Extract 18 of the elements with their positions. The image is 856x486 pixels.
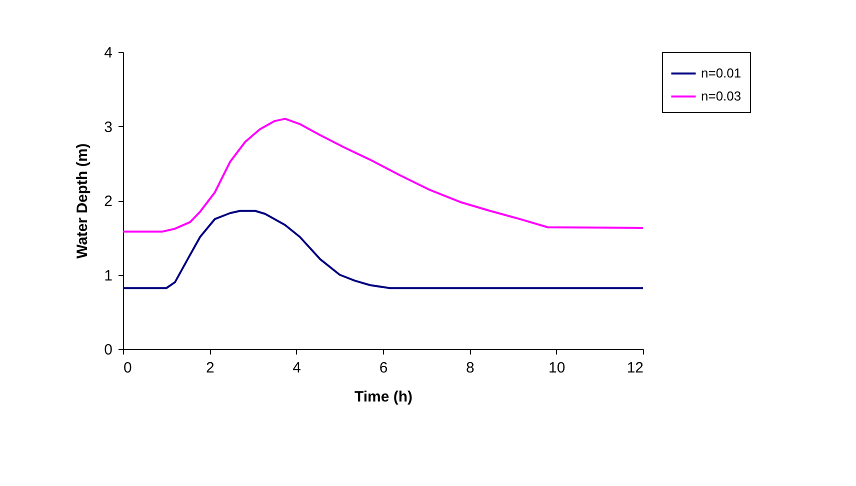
x-tick-label: 0 [124,360,132,376]
y-tick-label: 1 [104,267,112,284]
y-tick-label: 3 [104,118,112,136]
x-tick-label: 8 [466,360,474,376]
y-axis-title: Water Depth (m) [74,143,92,259]
line-series [122,210,644,290]
x-tick-label: 2 [206,360,214,376]
x-tick-label: 6 [379,360,388,376]
x-tick-label: 12 [626,360,644,376]
y-tick-label: 2 [104,193,112,210]
legend-label: n=0.01 [701,66,742,80]
x-tick-label: 4 [292,360,302,376]
y-tick-label: 0 [104,342,112,358]
line-series [122,118,644,233]
legend-label: n=0.03 [701,88,742,104]
x-axis-title: Time (h) [354,388,413,406]
x-tick-label: 10 [548,360,566,376]
y-tick-label: 4 [104,44,112,62]
